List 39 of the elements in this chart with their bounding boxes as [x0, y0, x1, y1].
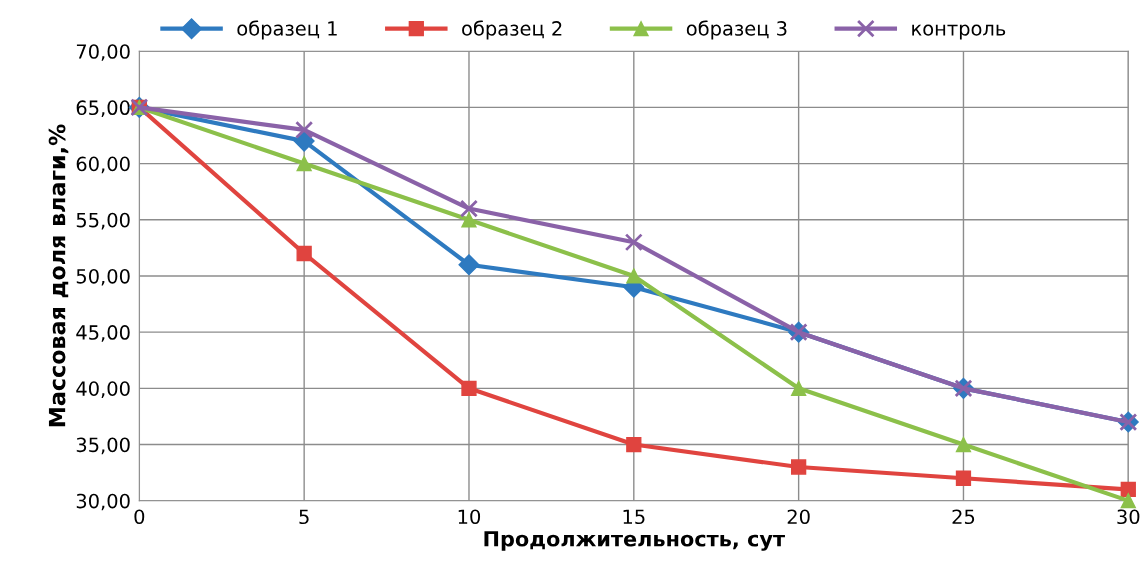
point [296, 155, 312, 172]
point [624, 233, 643, 252]
point [295, 120, 314, 139]
y-tick-label: 50,00 [76, 268, 130, 286]
y-tick-label: 60,00 [76, 156, 130, 174]
point [296, 245, 312, 262]
point [459, 199, 479, 218]
point [955, 470, 972, 486]
point [790, 459, 807, 475]
point [955, 436, 972, 453]
point [1120, 493, 1136, 509]
x-tick-label: 0 [134, 509, 145, 525]
point [1120, 481, 1136, 498]
x-tick-label: 5 [299, 509, 309, 525]
point [461, 212, 477, 228]
x-tick-label: 10 [458, 509, 481, 525]
y-tick-label: 35,00 [76, 437, 130, 455]
legend-label: образец 3 [686, 20, 787, 40]
y-tick-label: 30,00 [76, 493, 130, 511]
point [790, 380, 807, 396]
y-tick-label: 45,00 [76, 325, 130, 342]
legend-label: контроль [912, 24, 1006, 40]
x-axis-title: Продолжительность, сут [484, 531, 785, 551]
x-tick-label: 20 [787, 509, 810, 525]
x-tick-label: 15 [623, 509, 645, 525]
y-tick-label: 70,00 [76, 44, 130, 61]
point [626, 436, 642, 453]
y-tick-label: 55,00 [76, 212, 130, 230]
point [461, 380, 477, 396]
y-tick-label: 65,00 [76, 100, 130, 118]
point [626, 268, 642, 284]
x-tick-label: 30 [1117, 509, 1140, 525]
point [293, 130, 315, 152]
point [458, 254, 480, 276]
y-tick-label: 40,00 [76, 381, 130, 398]
legend-label: образец 1 [237, 20, 337, 40]
x-tick-label: 25 [952, 509, 975, 525]
y-axis-title: Массовая доля влаги,% [48, 124, 69, 427]
legend-label: образец 2 [462, 20, 562, 40]
